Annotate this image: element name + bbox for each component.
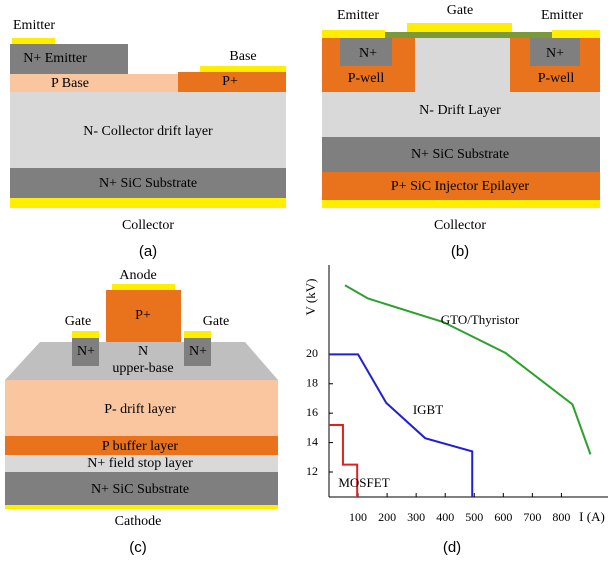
base-contact xyxy=(200,66,286,72)
panel-a: Emitter N+ Emitter Base P Base P+ N- Col… xyxy=(10,18,286,260)
label: N+ xyxy=(546,46,564,61)
label: N+ field stop layer xyxy=(87,456,193,471)
label: P-well xyxy=(348,71,385,86)
gate-contact xyxy=(184,331,211,338)
label: N- Collector drift layer xyxy=(83,124,213,139)
label: N+ Emitter xyxy=(23,51,87,66)
label: N+ SiC Substrate xyxy=(99,176,197,191)
emitter-contact xyxy=(552,30,600,38)
gate-contact xyxy=(72,331,99,338)
y-tick-label: 20 xyxy=(306,346,318,360)
gate-contact xyxy=(407,23,512,32)
x-tick-label: 100 xyxy=(349,510,367,524)
label: Emitter xyxy=(541,8,583,23)
label: P- drift layer xyxy=(104,402,176,417)
y-tick-label: 18 xyxy=(306,376,318,390)
x-tick-label: 800 xyxy=(552,510,570,524)
collector-contact xyxy=(10,198,286,208)
x-tick-label: 300 xyxy=(407,510,425,524)
jfet-region xyxy=(415,38,510,92)
label: N+ xyxy=(77,344,95,359)
series-label: MOSFET xyxy=(338,475,389,490)
panel-c: Anode P+ Gate Gate N+ N+ N upper-base P-… xyxy=(5,268,278,556)
caption: (a) xyxy=(139,243,157,260)
label: P buffer layer xyxy=(102,439,179,454)
x-tick-label: 400 xyxy=(436,510,454,524)
series-label: IGBT xyxy=(413,402,443,417)
y-tick-label: 14 xyxy=(306,434,318,448)
series-line xyxy=(345,285,590,454)
label: Collector xyxy=(434,218,486,233)
caption: (d) xyxy=(443,539,461,556)
label: Cathode xyxy=(115,514,162,529)
label: Gate xyxy=(65,314,91,329)
label: Gate xyxy=(203,314,229,329)
label: Emitter xyxy=(337,8,379,23)
panel-b: Emitter Gate Emitter N+ N+ P-well P-well… xyxy=(322,3,600,260)
figure: Emitter N+ Emitter Base P Base P+ N- Col… xyxy=(0,0,611,563)
label: Collector xyxy=(122,218,174,233)
label: Anode xyxy=(119,268,156,283)
label: Gate xyxy=(447,3,473,18)
anode-contact xyxy=(112,284,175,290)
label: P+ SiC Injector Epilayer xyxy=(391,179,529,194)
label: P-well xyxy=(538,71,575,86)
gate-oxide xyxy=(385,32,555,38)
label: upper-base xyxy=(112,361,173,376)
label: N+ xyxy=(189,344,207,359)
x-tick-label: 200 xyxy=(378,510,396,524)
emitter-contact xyxy=(12,38,55,44)
label: N+ SiC Substrate xyxy=(91,482,189,497)
label: P+ xyxy=(222,74,238,89)
label: Base xyxy=(229,49,256,64)
x-tick-label: 600 xyxy=(494,510,512,524)
y-tick-label: 12 xyxy=(306,464,318,478)
label: N- Drift Layer xyxy=(419,103,501,118)
collector-contact xyxy=(322,200,600,208)
x-axis-label: I (A) xyxy=(579,509,605,524)
emitter-contact xyxy=(322,30,385,38)
cathode-contact xyxy=(5,505,278,509)
y-tick-label: 16 xyxy=(306,405,318,419)
label: N xyxy=(138,344,148,359)
panel-d: (d) I (A) V (kV) 12 14 16 18 20 100 200 300 400 5… xyxy=(303,265,608,556)
series-label: GTO/Thyristor xyxy=(441,312,520,327)
caption: (b) xyxy=(451,243,469,260)
y-axis-label: V (kV) xyxy=(303,279,318,316)
label: N+ xyxy=(359,46,377,61)
x-tick-label: 500 xyxy=(465,510,483,524)
label: N+ SiC Substrate xyxy=(411,147,509,162)
label: P+ xyxy=(135,308,151,323)
x-tick-label: 700 xyxy=(523,510,541,524)
caption: (c) xyxy=(129,539,147,556)
label: P Base xyxy=(51,76,89,91)
label: Emitter xyxy=(13,18,55,33)
